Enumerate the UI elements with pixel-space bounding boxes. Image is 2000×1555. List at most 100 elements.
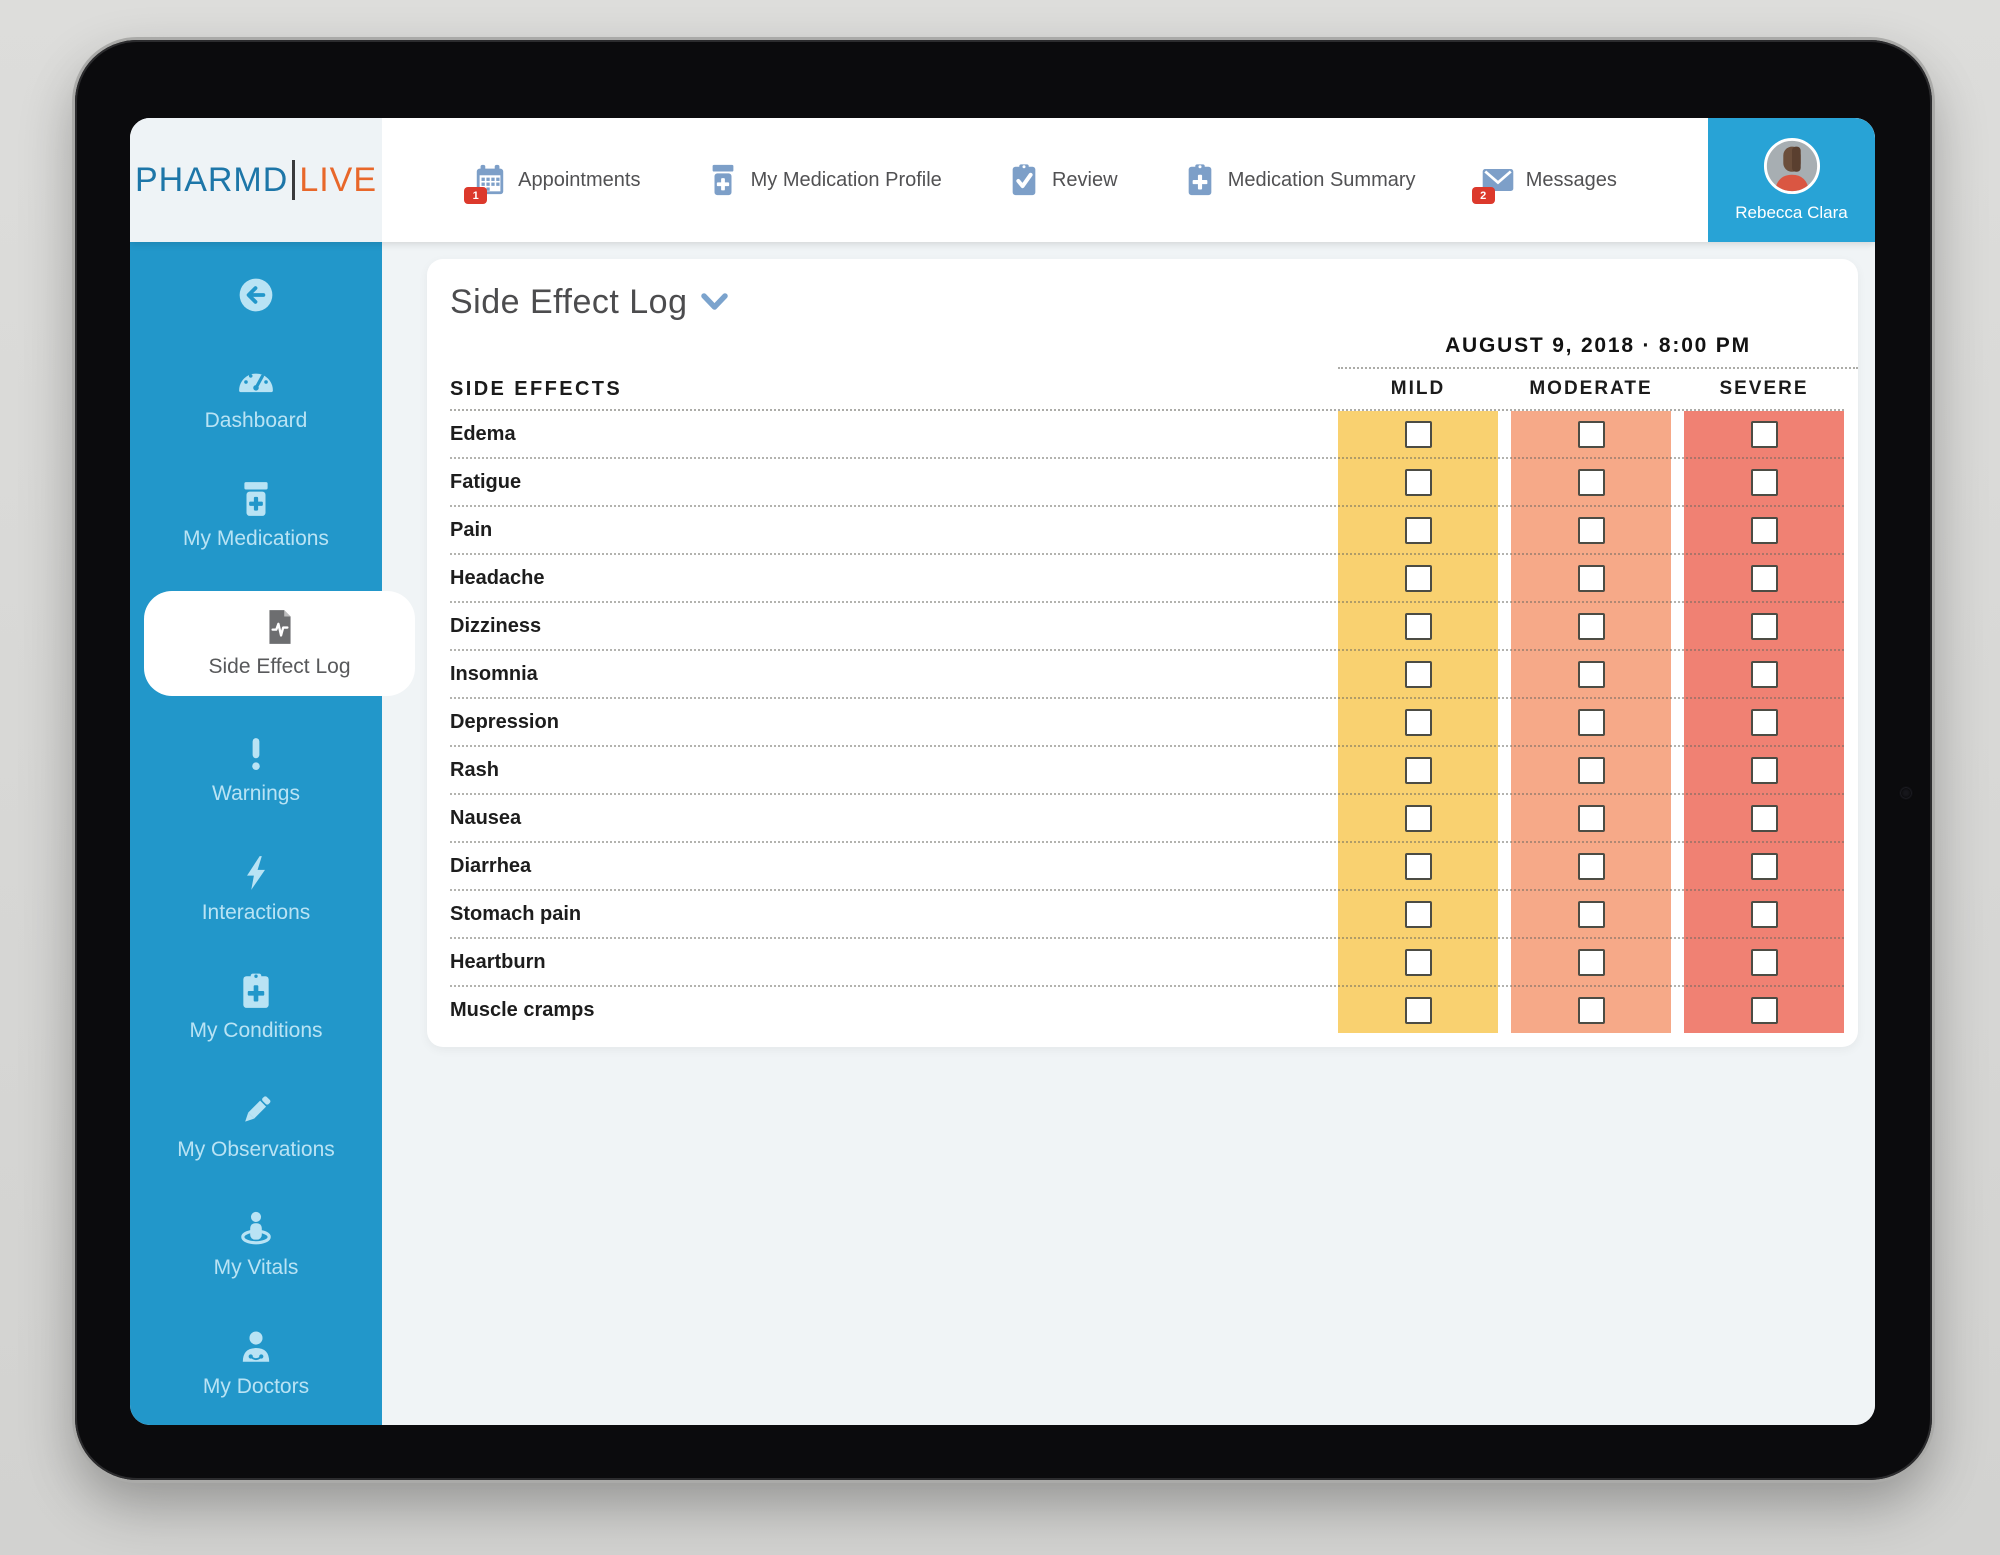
checkbox-mild-rash[interactable] (1404, 756, 1432, 784)
nav-item-label: Review (1051, 168, 1118, 191)
table-row-stomach-pain: Stomach pain (450, 891, 1844, 939)
clipboard-check-icon (1007, 163, 1041, 197)
checkbox-mild-dizziness[interactable] (1404, 612, 1432, 640)
side-effects-header: SIDE EFFECTS (450, 377, 623, 400)
side-effect-label: Fatigue (450, 470, 522, 493)
checkbox-moderate-depression[interactable] (1577, 708, 1605, 736)
brand-secondary: LIVE (299, 160, 378, 199)
checkbox-severe-edema[interactable] (1750, 420, 1778, 448)
sidebar-item-interactions[interactable]: Interactions (130, 846, 382, 933)
sidebar-item-my-medications[interactable]: My Medications (130, 472, 382, 559)
sidebar-item-my-vitals[interactable]: My Vitals (130, 1201, 382, 1288)
envelope-icon: 2 (1471, 163, 1515, 204)
nav-item-appointments[interactable]: 1 Appointments (464, 163, 640, 204)
checkbox-moderate-pain[interactable] (1577, 516, 1605, 544)
brand-primary: PHARMD (134, 160, 289, 199)
exclamation-icon (237, 735, 275, 773)
sidebar-item-warnings[interactable]: Warnings (130, 727, 382, 814)
table-row-pain: Pain (450, 507, 1844, 555)
side-effects-table: Edema Fatigue Pain Headache Dizziness Insomni… (450, 411, 1844, 1033)
checkbox-moderate-muscle-cramps[interactable] (1577, 996, 1605, 1024)
top-navigation: 1 Appointments My Medication Profile Review… (382, 118, 1708, 242)
app-screen: PHARMD LIVE 1 Appointments My Medication P… (130, 118, 1875, 1425)
document-pulse-icon (261, 608, 299, 646)
table-row-headache: Headache (450, 555, 1844, 603)
checkbox-severe-pain[interactable] (1750, 516, 1778, 544)
checkbox-severe-diarrhea[interactable] (1750, 852, 1778, 880)
checkbox-severe-headache[interactable] (1750, 564, 1778, 592)
severity-header-moderate: MODERATE (1529, 378, 1653, 399)
checkbox-moderate-rash[interactable] (1577, 756, 1605, 784)
card-title-row: Side Effect Log (450, 279, 1844, 325)
nav-item-messages[interactable]: 2 Messages (1471, 163, 1617, 204)
severity-header-severe: SEVERE (1719, 378, 1809, 399)
checkbox-mild-edema[interactable] (1404, 420, 1432, 448)
checkbox-mild-depression[interactable] (1404, 708, 1432, 736)
nav-item-review[interactable]: Review (1007, 163, 1118, 197)
checkbox-severe-nausea[interactable] (1750, 804, 1778, 832)
severity-header-mild: MILD (1390, 378, 1446, 399)
user-name: Rebecca Clara (1735, 203, 1848, 222)
tablet-frame: PHARMD LIVE 1 Appointments My Medication P… (75, 40, 1932, 1480)
user-profile[interactable]: Rebecca Clara (1708, 118, 1875, 242)
pencil-icon (237, 1091, 275, 1129)
checkbox-moderate-insomnia[interactable] (1577, 660, 1605, 688)
checkbox-moderate-fatigue[interactable] (1577, 468, 1605, 496)
checkbox-moderate-nausea[interactable] (1577, 804, 1605, 832)
pill-bottle-icon (237, 480, 275, 518)
checkbox-mild-nausea[interactable] (1404, 804, 1432, 832)
sidebar-item-my-doctors[interactable]: My Doctors (130, 1320, 382, 1407)
checkbox-moderate-headache[interactable] (1577, 564, 1605, 592)
checkbox-severe-fatigue[interactable] (1750, 468, 1778, 496)
table-row-depression: Depression (450, 699, 1844, 747)
checkbox-moderate-edema[interactable] (1577, 420, 1605, 448)
sidebar-item-my-conditions[interactable]: My Conditions (130, 964, 382, 1051)
checkbox-moderate-stomach-pain[interactable] (1577, 900, 1605, 928)
side-effect-label: Nausea (450, 806, 522, 829)
checkbox-severe-depression[interactable] (1750, 708, 1778, 736)
checkbox-severe-insomnia[interactable] (1750, 660, 1778, 688)
avatar (1763, 137, 1820, 195)
checkbox-mild-pain[interactable] (1404, 516, 1432, 544)
chevron-down-icon[interactable] (701, 293, 729, 311)
side-effect-label: Dizziness (450, 614, 542, 637)
lightning-icon (237, 854, 275, 892)
checkbox-severe-rash[interactable] (1750, 756, 1778, 784)
table-row-muscle-cramps: Muscle cramps (450, 987, 1844, 1033)
checkbox-mild-insomnia[interactable] (1404, 660, 1432, 688)
sidebar-item-label: My Doctors (202, 1374, 310, 1398)
back-button[interactable] (130, 268, 382, 322)
sidebar-item-dashboard[interactable]: Dashboard (130, 354, 382, 441)
checkbox-moderate-diarrhea[interactable] (1577, 852, 1605, 880)
nav-item-label: Messages (1525, 168, 1617, 191)
checkbox-mild-headache[interactable] (1404, 564, 1432, 592)
table-header-row: SIDE EFFECTS MILD MODERATE SEVERE (450, 369, 1844, 411)
session-datetime: AUGUST 9, 2018 · 8:00 PM (1338, 334, 1858, 369)
side-effect-label: Muscle cramps (450, 998, 595, 1021)
checkbox-mild-muscle-cramps[interactable] (1404, 996, 1432, 1024)
checkbox-severe-muscle-cramps[interactable] (1750, 996, 1778, 1024)
sidebar-item-side-effect-log[interactable]: Side Effect Log (144, 590, 415, 696)
brand-logo: PHARMD LIVE (130, 118, 382, 242)
checkbox-moderate-dizziness[interactable] (1577, 612, 1605, 640)
checkbox-severe-dizziness[interactable] (1750, 612, 1778, 640)
vitals-person-icon (237, 1209, 275, 1247)
side-effect-label: Heartburn (450, 950, 546, 973)
checkbox-mild-stomach-pain[interactable] (1404, 900, 1432, 928)
checkbox-mild-diarrhea[interactable] (1404, 852, 1432, 880)
sidebar-item-label: Warnings (212, 782, 300, 806)
sidebar-item-label: Side Effect Log (208, 654, 351, 678)
checkbox-moderate-heartburn[interactable] (1577, 948, 1605, 976)
sidebar-item-my-observations[interactable]: My Observations (130, 1083, 382, 1170)
checkbox-severe-heartburn[interactable] (1750, 948, 1778, 976)
app-header: PHARMD LIVE 1 Appointments My Medication P… (130, 118, 1875, 242)
nav-item-my-medication-profile[interactable]: My Medication Profile (706, 163, 942, 197)
checkbox-mild-heartburn[interactable] (1404, 948, 1432, 976)
checkbox-severe-stomach-pain[interactable] (1750, 900, 1778, 928)
gauge-icon (237, 362, 275, 400)
nav-item-medication-summary[interactable]: Medication Summary (1183, 163, 1416, 197)
checkbox-mild-fatigue[interactable] (1404, 468, 1432, 496)
nav-item-label: Medication Summary (1227, 168, 1416, 191)
side-effect-label: Insomnia (450, 662, 538, 685)
brand-divider (292, 160, 296, 200)
